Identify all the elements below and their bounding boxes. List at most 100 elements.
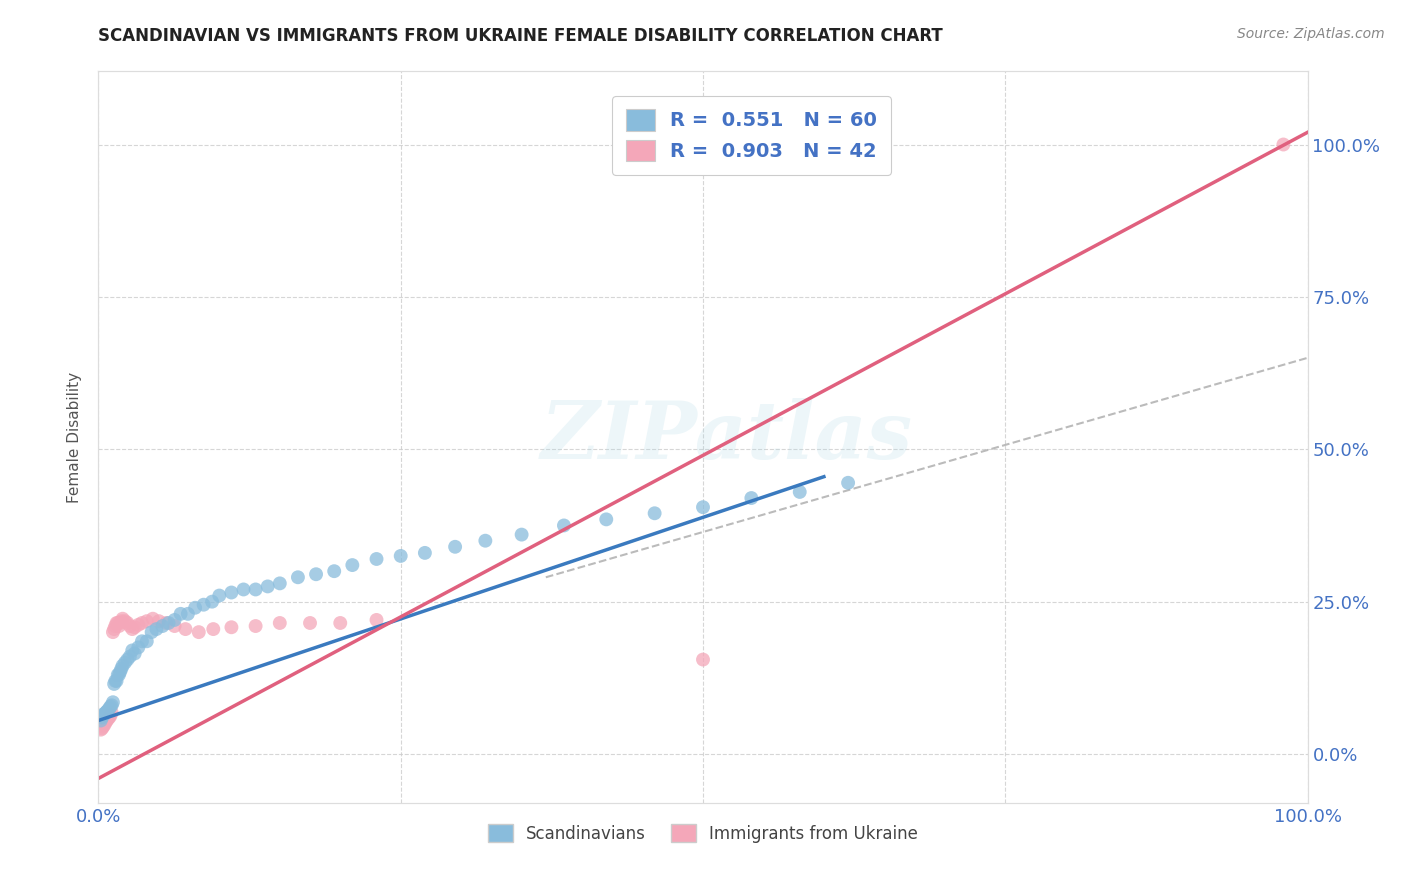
Point <box>269 615 291 630</box>
Point <box>163 619 186 633</box>
Point <box>131 634 153 648</box>
Point <box>107 667 129 681</box>
Point <box>91 710 114 724</box>
Point <box>201 594 224 608</box>
Point <box>127 640 149 655</box>
Point <box>553 518 575 533</box>
Point <box>193 598 215 612</box>
Point <box>269 576 291 591</box>
Point <box>97 712 120 726</box>
Point <box>145 622 167 636</box>
Point <box>104 619 127 633</box>
Point <box>184 600 207 615</box>
Point <box>100 698 122 713</box>
Point <box>323 564 346 578</box>
Point <box>366 613 388 627</box>
Point <box>111 658 134 673</box>
Point <box>342 558 364 573</box>
Point <box>103 677 125 691</box>
Point <box>256 579 278 593</box>
Point <box>91 722 114 736</box>
Point <box>121 643 143 657</box>
Point <box>105 615 128 630</box>
Text: SCANDINAVIAN VS IMMIGRANTS FROM UKRAINE FEMALE DISABILITY CORRELATION CHART: SCANDINAVIAN VS IMMIGRANTS FROM UKRAINE … <box>98 27 943 45</box>
Point <box>157 615 180 630</box>
Point <box>93 707 115 722</box>
Point <box>96 714 118 728</box>
Point <box>121 622 143 636</box>
Point <box>329 615 352 630</box>
Point <box>100 706 122 720</box>
Point <box>287 570 309 584</box>
Legend: Scandinavians, Immigrants from Ukraine: Scandinavians, Immigrants from Ukraine <box>481 818 925 849</box>
Point <box>174 622 197 636</box>
Point <box>169 607 191 621</box>
Point <box>127 617 149 632</box>
Point <box>108 619 131 633</box>
Point <box>202 622 225 636</box>
Point <box>644 506 666 520</box>
Point <box>221 620 243 634</box>
Point <box>101 695 124 709</box>
Point <box>111 612 134 626</box>
Point <box>105 673 128 688</box>
Point <box>98 710 121 724</box>
Point <box>100 699 122 714</box>
Point <box>101 625 124 640</box>
Point <box>108 665 131 679</box>
Point <box>117 615 139 630</box>
Point <box>299 615 322 630</box>
Point <box>155 615 177 630</box>
Point <box>94 715 117 730</box>
Point <box>131 615 153 630</box>
Point <box>90 714 112 728</box>
Point <box>90 723 112 737</box>
Point <box>91 707 114 722</box>
Point <box>1272 137 1295 152</box>
Point <box>124 647 146 661</box>
Point <box>232 582 254 597</box>
Point <box>148 614 170 628</box>
Point <box>789 485 811 500</box>
Point <box>118 649 141 664</box>
Point <box>108 615 131 630</box>
Point <box>108 667 131 681</box>
Point <box>114 656 136 670</box>
Point <box>474 533 496 548</box>
Point <box>163 613 186 627</box>
Point <box>740 491 762 505</box>
Text: Source: ZipAtlas.com: Source: ZipAtlas.com <box>1237 27 1385 41</box>
Point <box>97 703 120 717</box>
Point <box>114 614 136 628</box>
Point <box>91 720 114 734</box>
Point <box>124 620 146 634</box>
Point <box>135 614 157 628</box>
Point <box>141 625 163 640</box>
Point <box>177 607 200 621</box>
Point <box>692 652 714 666</box>
Point <box>93 718 115 732</box>
Point <box>152 619 174 633</box>
Point <box>107 615 129 630</box>
Point <box>305 567 328 582</box>
Point <box>692 500 714 515</box>
Text: ZIPatlas: ZIPatlas <box>541 399 914 475</box>
Point <box>94 706 117 720</box>
Point <box>98 701 121 715</box>
Point <box>208 589 231 603</box>
Point <box>595 512 617 526</box>
Y-axis label: Female Disability: Female Disability <box>67 371 83 503</box>
Point <box>104 673 127 688</box>
Point <box>510 527 533 541</box>
Point <box>413 546 436 560</box>
Point <box>135 634 157 648</box>
Point <box>118 619 141 633</box>
Point <box>110 614 132 628</box>
Point <box>245 582 267 597</box>
Point <box>837 475 859 490</box>
Point <box>110 662 132 676</box>
Point <box>187 625 209 640</box>
Point <box>142 612 165 626</box>
Point <box>103 622 125 636</box>
Point <box>221 585 243 599</box>
